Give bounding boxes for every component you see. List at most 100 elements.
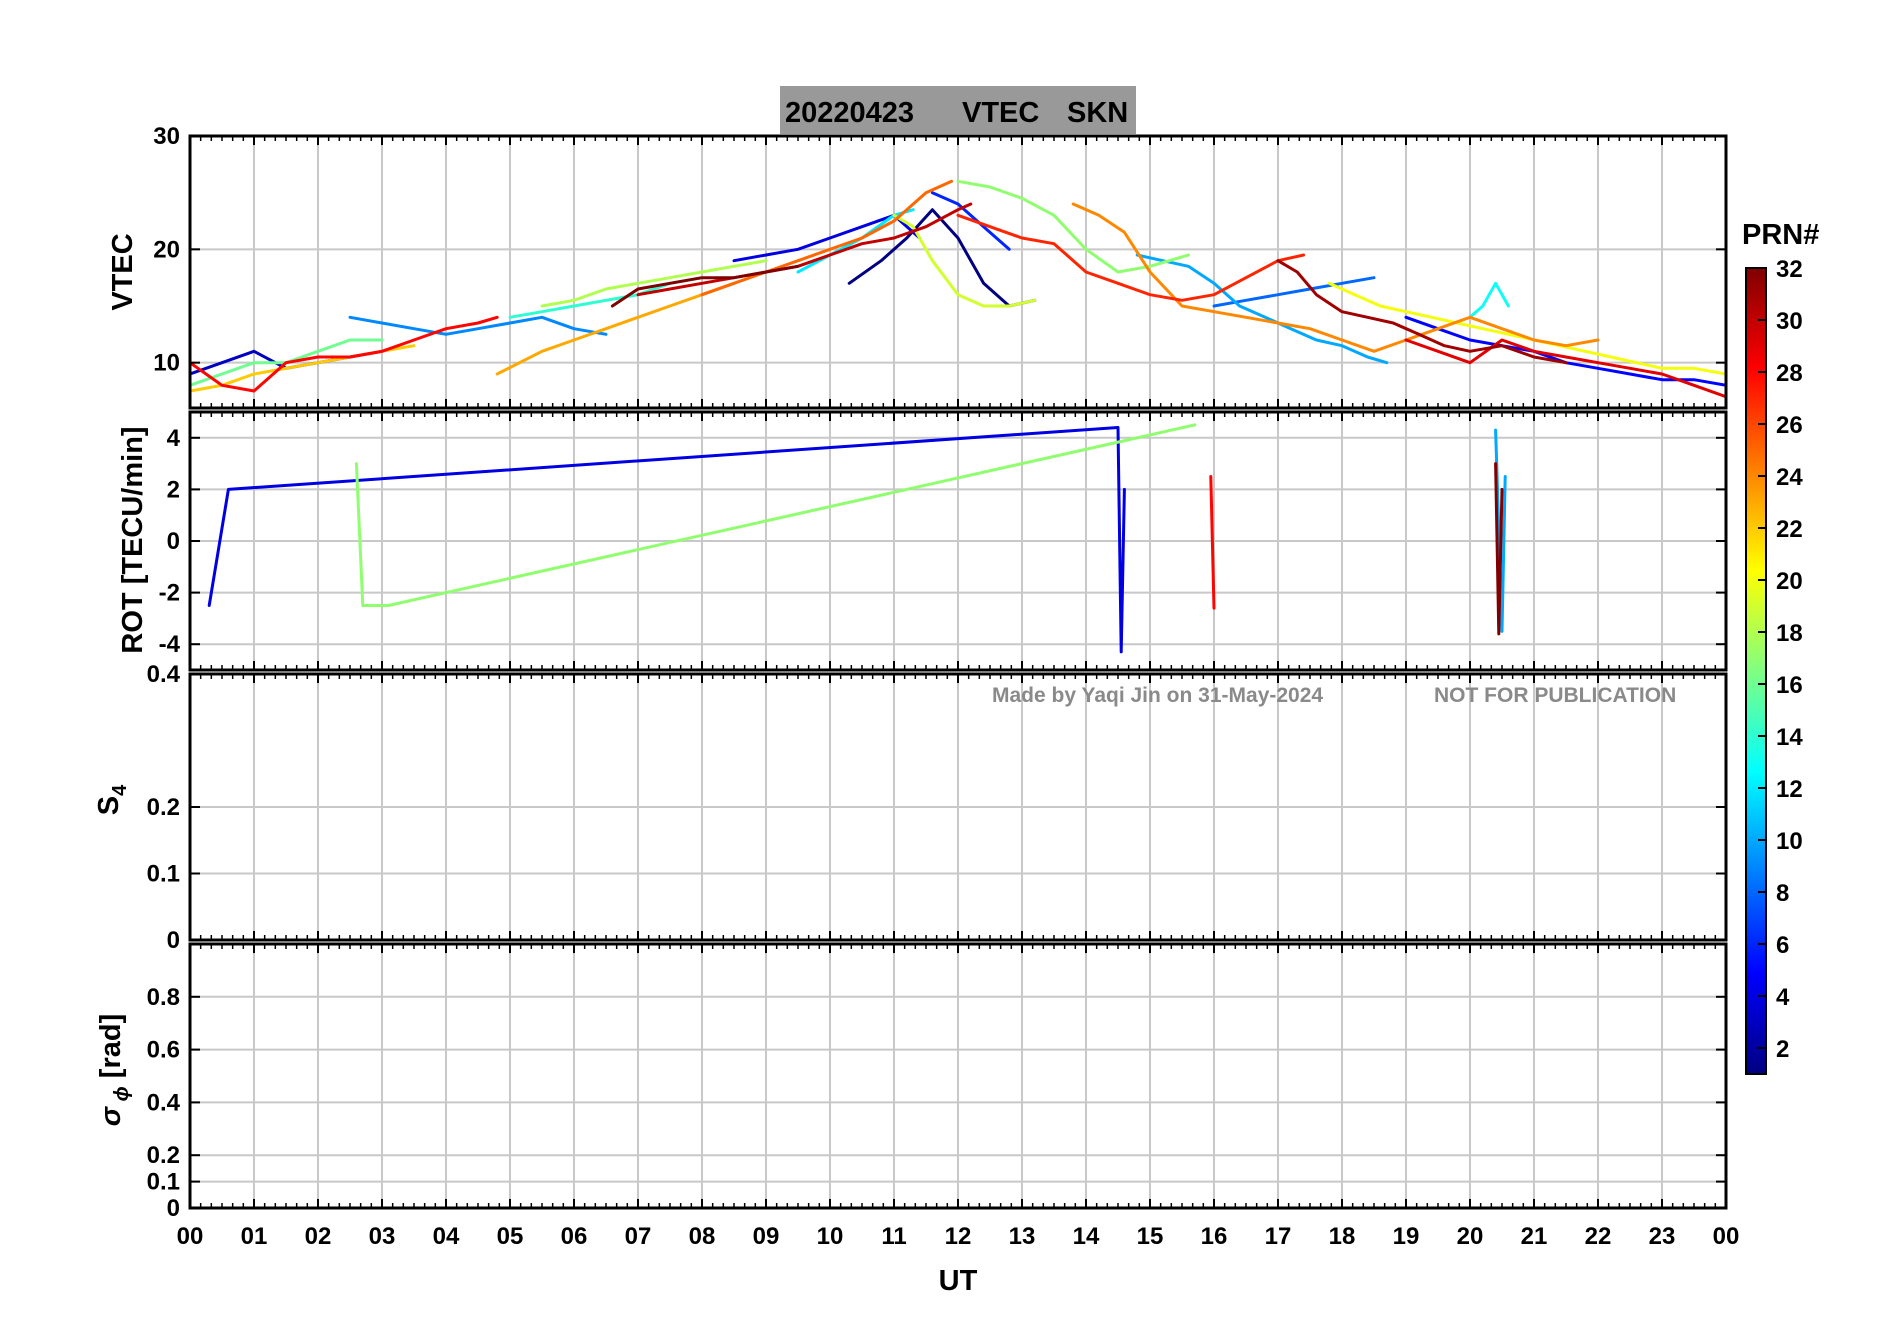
series-line-prn-5 bbox=[1404, 315, 1726, 387]
rot-y-label: ROT [TECU/min] bbox=[117, 426, 149, 653]
title-quantity: VTEC bbox=[962, 97, 1039, 129]
x-tick-label: 18 bbox=[1329, 1223, 1356, 1250]
series-line-prn-9 bbox=[348, 315, 608, 336]
colorbar-tick-label: 16 bbox=[1776, 672, 1803, 699]
series-line-prn-28 bbox=[1209, 475, 1216, 610]
y-tick-label: 0.1 bbox=[147, 1169, 180, 1196]
y-tick-label: 0.2 bbox=[147, 794, 180, 821]
vtec-y-label: VTEC bbox=[107, 233, 139, 310]
colorbar-tick-label: 20 bbox=[1776, 568, 1803, 595]
y-tick-label: 0 bbox=[167, 1195, 180, 1222]
series-line-prn-1 bbox=[847, 208, 1037, 308]
s4-grid bbox=[190, 674, 1726, 940]
x-tick-labels: 00 01 02 03 04 05 06 07 08 09 10 11 12 13 14 15 16 17 18 19… bbox=[177, 1223, 1740, 1250]
y-tick-label: 30 bbox=[153, 123, 180, 150]
y-tick-label: 20 bbox=[153, 236, 180, 263]
y-tick-label: 0.4 bbox=[147, 1089, 181, 1116]
y-tick-label: 10 bbox=[153, 350, 180, 377]
x-axis-label: UT bbox=[939, 1265, 978, 1297]
x-tick-label: 02 bbox=[305, 1223, 332, 1250]
series-line-prn-6 bbox=[930, 191, 1011, 251]
series-line-prn-30 bbox=[636, 202, 973, 297]
x-tick-label: 16 bbox=[1201, 1223, 1228, 1250]
title-date: 20220423 bbox=[785, 97, 914, 129]
series-line-prn-32 bbox=[1494, 462, 1504, 636]
x-tick-label: 08 bbox=[689, 1223, 716, 1250]
colorbar-tick-label: 4 bbox=[1776, 984, 1790, 1011]
colorbar-tick-label: 30 bbox=[1776, 308, 1803, 335]
series-line-prn-10 bbox=[1135, 253, 1389, 365]
series-line-prn-24 bbox=[1071, 202, 1600, 353]
rot-lines bbox=[207, 423, 1507, 654]
x-tick-label: 21 bbox=[1521, 1223, 1548, 1250]
x-tick-label: 00 bbox=[1713, 1223, 1740, 1250]
colorbar-tick-label: 10 bbox=[1776, 828, 1803, 855]
s4-y-label: S4 bbox=[93, 784, 131, 815]
y-tick-label: 0.6 bbox=[147, 1037, 180, 1064]
watermark-made-by: Made by Yaqi Jin on 31-May-2024 bbox=[992, 684, 1323, 707]
colorbar-label: PRN# bbox=[1742, 219, 1819, 251]
x-tick-label: 20 bbox=[1457, 1223, 1484, 1250]
sigma-phi-panel: 00.10.2 0.4 0.6 0.8 σ ϕ [rad] bbox=[95, 942, 1728, 1222]
x-tick-label: 17 bbox=[1265, 1223, 1292, 1250]
y-tick-label: 0 bbox=[167, 528, 180, 555]
y-tick-label: 4 bbox=[167, 425, 181, 452]
colorbar-tick-label: 2 bbox=[1776, 1036, 1789, 1063]
x-tick-label: 14 bbox=[1073, 1223, 1100, 1250]
colorbar-tick-label: 18 bbox=[1776, 620, 1803, 647]
chart-title: 20220423 VTEC SKN bbox=[780, 86, 1136, 134]
y-tick-label: 0.8 bbox=[147, 984, 180, 1011]
x-tick-label: 05 bbox=[497, 1223, 524, 1250]
colorbar-tick-label: 22 bbox=[1776, 516, 1803, 543]
sigma-phi-x-tickmarks bbox=[189, 944, 1727, 1208]
y-tick-label: 2 bbox=[167, 476, 180, 503]
rot-x-tickmarks bbox=[189, 412, 1727, 670]
sigma-phi-y-ticks: 00.10.2 0.4 0.6 0.8 bbox=[147, 984, 1726, 1222]
s4-x-tickmarks bbox=[189, 674, 1727, 940]
sigma-phi-y-label: σ ϕ [rad] bbox=[95, 1014, 133, 1126]
y-tick-label: 0.2 bbox=[147, 1142, 180, 1169]
colorbar-tick-label: 8 bbox=[1776, 880, 1789, 907]
series-line-prn-32 bbox=[610, 264, 800, 308]
colorbar-tick-label: 6 bbox=[1776, 932, 1789, 959]
series-line-prn-18 bbox=[540, 259, 768, 308]
colorbar-tick-label: 26 bbox=[1776, 412, 1803, 439]
vtec-x-tickmarks bbox=[189, 136, 1727, 408]
x-tick-label: 23 bbox=[1649, 1223, 1676, 1250]
vtec-lines bbox=[190, 179, 1726, 399]
y-tick-label: -2 bbox=[159, 580, 180, 607]
s4-y-ticks: 0 0.1 0.2 0.4 bbox=[147, 661, 1726, 954]
x-tick-label: 12 bbox=[945, 1223, 972, 1250]
y-tick-label: -4 bbox=[159, 631, 181, 658]
y-tick-label: 0.1 bbox=[147, 861, 180, 888]
series-line-prn-23 bbox=[495, 281, 736, 376]
colorbar-gradient bbox=[1745, 267, 1767, 1075]
series-line-prn-10 bbox=[1494, 428, 1507, 633]
series-line-prn-4 bbox=[207, 426, 1126, 654]
x-tick-label: 01 bbox=[241, 1223, 268, 1250]
sigma-phi-grid bbox=[190, 944, 1726, 1208]
colorbar-tick-label: 14 bbox=[1776, 724, 1803, 751]
colorbar-tick-label: 28 bbox=[1776, 360, 1803, 387]
x-tick-label: 11 bbox=[881, 1223, 906, 1250]
series-line-prn-17 bbox=[354, 423, 1197, 607]
series-line-prn-13 bbox=[1468, 281, 1510, 319]
vtec-panel: 10 20 30 VTEC bbox=[107, 123, 1728, 410]
series-line-prn-19 bbox=[892, 213, 1037, 308]
series-line-prn-17 bbox=[956, 179, 1190, 274]
y-tick-label: 0 bbox=[167, 927, 180, 954]
series-line-prn-28 bbox=[190, 315, 499, 393]
vtec-y-ticks: 10 20 30 bbox=[153, 123, 1726, 377]
vtec-grid bbox=[190, 136, 1726, 408]
rot-y-ticks: -4 -2 0 2 4 bbox=[159, 425, 1726, 658]
colorbar-tick-label: 12 bbox=[1776, 776, 1803, 803]
s4-panel: 0 0.1 0.2 0.4 S4 Made by Yaqi Jin on 31-May… bbox=[93, 661, 1728, 954]
sigma-phi-lines bbox=[226, 944, 1498, 1086]
x-tick-label: 22 bbox=[1585, 1223, 1612, 1250]
series-line-prn-29 bbox=[1404, 338, 1726, 399]
y-tick-label: 0.4 bbox=[147, 661, 181, 688]
series-line-prn-31 bbox=[1276, 259, 1568, 365]
